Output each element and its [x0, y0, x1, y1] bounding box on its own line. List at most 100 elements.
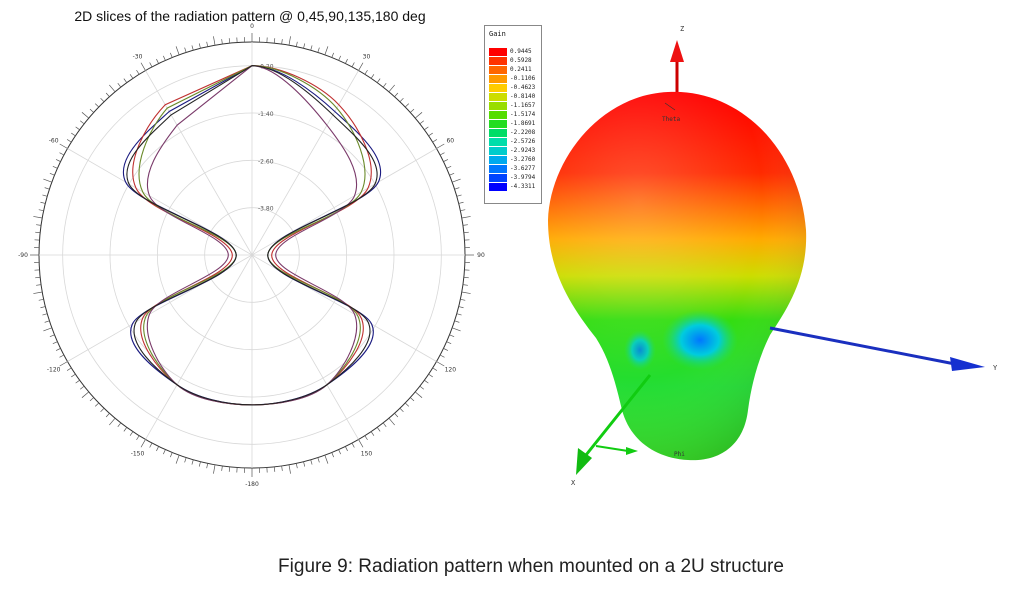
- polar-tick: [35, 231, 41, 234]
- polar-tick: [105, 92, 110, 97]
- gain-legend-swatch: [489, 174, 507, 182]
- polar-tick: [370, 74, 375, 79]
- polar-tick: [123, 427, 128, 432]
- polar-tick: [462, 224, 468, 226]
- polar-tick: [463, 231, 469, 234]
- polar-tick: [461, 291, 471, 294]
- polar-angle-label: -180: [245, 481, 259, 488]
- polar-tick: [331, 52, 334, 58]
- polar-tick: [36, 284, 42, 286]
- polar-tick: [310, 459, 313, 465]
- polar-tick: [149, 442, 153, 448]
- polar-tick: [117, 422, 122, 428]
- polar-spoke: [251, 70, 359, 256]
- polar-tick: [388, 417, 395, 426]
- polar-tick: [129, 431, 134, 436]
- polar-tick: [404, 103, 410, 108]
- polar-tick: [38, 298, 44, 301]
- polar-tick: [221, 39, 223, 45]
- polar-tick: [273, 38, 276, 44]
- polar-tick: [432, 139, 438, 143]
- polar-tick: [136, 69, 140, 75]
- polar-angle-label: 120: [445, 367, 457, 374]
- polar-plot-title: 2D slices of the radiation pattern @ 0,4…: [74, 8, 426, 24]
- gain-legend-swatch: [489, 102, 507, 110]
- gain-legend-swatch: [489, 156, 507, 164]
- polar-tick: [175, 46, 180, 55]
- polar-ring-label: -2.60: [258, 158, 274, 165]
- polar-tick: [105, 413, 110, 418]
- y-axis-label: Y: [993, 364, 998, 372]
- polar-tick: [191, 459, 194, 465]
- polar-tick: [140, 62, 146, 71]
- polar-tick: [428, 373, 433, 378]
- polar-angle-label: 30: [363, 54, 371, 61]
- polar-tick: [36, 224, 42, 226]
- polar-tick: [399, 97, 404, 103]
- polar-tick: [461, 216, 471, 219]
- polar-angle-label: -30: [133, 54, 143, 61]
- polar-angle-labels: 0 30 60 90 120 150 -180 -150 -120 -90 -60 -30: [18, 23, 485, 488]
- polar-tick: [49, 173, 55, 176]
- polar-angle-label: -120: [47, 367, 61, 374]
- polar-tick: [59, 152, 65, 156]
- polar-tick: [424, 379, 429, 384]
- polar-tick: [44, 320, 50, 323]
- polar-tick: [71, 373, 76, 378]
- polar-tick: [443, 348, 449, 351]
- polar-tick: [424, 126, 429, 131]
- polar-tick: [49, 334, 55, 337]
- polar-series-line-4: [126, 65, 378, 406]
- polar-tick: [462, 284, 468, 286]
- polar-tick: [364, 435, 368, 441]
- x-axis: X: [571, 374, 652, 487]
- polar-tick: [94, 103, 100, 108]
- polar-tick: [156, 58, 159, 64]
- polar-series-line-3: [146, 65, 358, 406]
- radiation-pattern-3d: Z Theta Y X Phi: [548, 25, 998, 487]
- gain-legend-row: -1.5174: [489, 111, 539, 119]
- polar-tick: [449, 334, 455, 337]
- polar-tick: [75, 379, 80, 384]
- gain-legend-row: -0.1106: [489, 75, 539, 83]
- polar-tick: [317, 47, 320, 53]
- polar-angle-label: -90: [18, 252, 28, 259]
- polar-tick: [324, 455, 329, 464]
- gain-legend-value: 0.5928: [510, 57, 532, 64]
- polar-tick: [351, 442, 355, 448]
- polar-tick: [458, 201, 464, 204]
- polar-tick: [443, 159, 449, 162]
- polar-tick: [456, 194, 462, 197]
- polar-tick: [281, 465, 283, 471]
- polar-tick: [149, 62, 153, 68]
- polar-tick: [364, 69, 368, 75]
- polar-tick: [52, 341, 58, 344]
- gain-legend-value: -1.8691: [510, 120, 536, 127]
- polar-tick: [79, 120, 85, 125]
- polar-tick: [136, 435, 140, 441]
- polar-tick: [410, 397, 415, 402]
- gain-legend-value: -1.1657: [510, 102, 536, 109]
- polar-tick: [460, 298, 466, 301]
- polar-tick: [288, 464, 291, 474]
- polar-tick: [338, 55, 341, 61]
- polar-tick: [33, 216, 43, 219]
- polar-angle-label: 60: [446, 138, 454, 145]
- polar-tick: [163, 449, 166, 455]
- polar-tick: [228, 466, 231, 472]
- gain-legend-row: -3.2760: [489, 156, 539, 164]
- polar-tick: [452, 327, 461, 332]
- polar-tick: [42, 194, 48, 197]
- polar-tick: [156, 446, 159, 452]
- polar-tick: [94, 402, 100, 407]
- polar-tick: [295, 41, 298, 47]
- gain-legend-value: -3.2760: [510, 156, 536, 163]
- polar-tick: [376, 78, 381, 83]
- x-axis-label: X: [571, 479, 576, 487]
- polar-tick: [66, 139, 72, 143]
- polar-tick: [288, 36, 291, 46]
- polar-tick: [170, 452, 173, 458]
- theta-label: Theta: [662, 116, 680, 123]
- polar-tick: [81, 112, 90, 119]
